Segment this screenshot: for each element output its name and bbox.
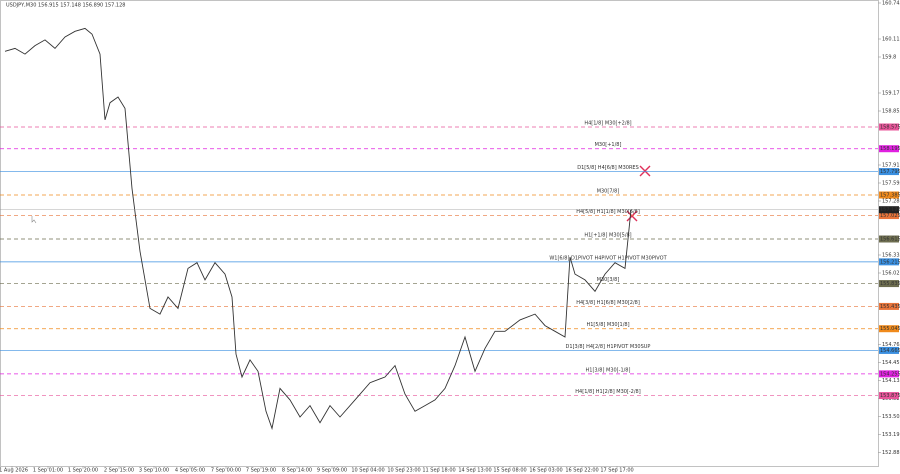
current-price-box (879, 206, 899, 214)
y-tick-label: 157.595 (882, 181, 900, 187)
price-box (879, 145, 899, 153)
plot-frame (0, 0, 879, 467)
price-box-label: 154.255 (880, 371, 900, 377)
chart-title: USDJPY,M30 156.915 157.148 156.890 157.1… (6, 3, 125, 9)
price-box (879, 191, 899, 199)
x-tick-label: 16 Sep 22:00 (565, 468, 598, 474)
level-label: H4[1/8] M30[+2/8] (584, 121, 631, 127)
x-tick-label: 8 Sep 14:00 (282, 468, 312, 474)
price-box (879, 168, 899, 176)
price-box-label: 157.025 (880, 213, 900, 219)
level-label: M30[3/8] (597, 277, 620, 283)
x-tick-label: 15 Sep 08:00 (493, 468, 526, 474)
x-tick-label: 1 Sep 20:00 (68, 468, 98, 474)
signal-markers (626, 165, 651, 222)
price-box (879, 280, 899, 288)
price-box-label: 158.575 (880, 125, 900, 131)
x-tick-label: 2 Sep 15:00 (104, 468, 134, 474)
price-box (879, 212, 899, 220)
price-box-label: 153.875 (880, 393, 900, 399)
y-tick-label: 154.45 (882, 360, 900, 366)
y-tick-label: 157.28 (882, 199, 900, 205)
level-label: H4[3/8] H1[6/8] M30[2/8] (576, 300, 640, 306)
level-label: D1[3/8] H4[2/8] H1PIVOT M30SUP (566, 344, 651, 350)
x-tick-label: 4 Sep 05:00 (175, 468, 205, 474)
y-tick-label: 154.765 (882, 342, 900, 348)
level-label: W1[6/8] D1PIVOT H4PIVOT H1PIVOT M30PIVOT (549, 255, 667, 261)
price-box (879, 123, 899, 131)
x-tick-label: 17 Sep 17:00 (600, 468, 633, 474)
price-box (879, 325, 899, 333)
x-tick-label: 10 Sep 04:00 (351, 468, 384, 474)
x-tick-label: 11 Sep 18:00 (422, 468, 455, 474)
price-box (879, 302, 899, 310)
y-tick-label: 158.855 (882, 109, 900, 115)
y-tick-label: 153.82 (882, 396, 900, 402)
level-label: H4[5/8] H1[1/8] M30[6/8] (576, 209, 640, 215)
x-tick-label: 16 Sep 03:00 (529, 468, 562, 474)
y-tick-label: 153.19 (882, 432, 900, 438)
price-box (879, 258, 899, 266)
price-box-label: 157.795 (880, 169, 900, 175)
price-box-label: 156.215 (880, 259, 900, 265)
x-tick-label: 1 Sep 01:00 (33, 468, 63, 474)
price-box (879, 346, 899, 354)
price-box (879, 392, 899, 400)
x-tick-label: 7 Sep 19:00 (246, 468, 276, 474)
level-label: H1[+1/8] M30[5/8] (584, 233, 631, 239)
y-tick-label: 160.745 (882, 1, 900, 7)
cursor-icon (31, 216, 37, 224)
x-tick-label: 14 Sep 13:00 (458, 468, 491, 474)
price-box-label: 156.615 (880, 237, 900, 243)
price-box-label: 155.045 (880, 326, 900, 332)
y-tick-label: 156.335 (882, 253, 900, 259)
price-box-label: 155.435 (880, 304, 900, 310)
y-tick-label: 159.8 (882, 55, 896, 61)
x-tick-label: 31 Aug 2026 (0, 468, 28, 474)
level-label: D1[5/8] H4[6/8] M30RES (577, 165, 639, 171)
level-label: H1[5/8] M30[1/8] (586, 322, 629, 328)
level-label: M30[+1/8] (595, 142, 622, 148)
y-tick-label: 153.505 (882, 414, 900, 420)
price-box-label: 154.665 (880, 348, 900, 354)
price-box-label: 155.835 (880, 281, 900, 287)
x-tick-label: 3 Sep 10:00 (139, 468, 169, 474)
y-tick-label: 160.115 (882, 37, 900, 43)
x-tick-label: 10 Sep 23:00 (387, 468, 420, 474)
y-tick-label: 154.135 (882, 378, 900, 384)
price-box-label: 157.385 (880, 193, 900, 199)
y-tick-label: 157.91 (882, 163, 900, 169)
price-box (879, 235, 899, 243)
price-box (879, 370, 899, 378)
x-tick-label: 7 Sep 00:00 (211, 468, 241, 474)
x-tick-label: 9 Sep 09:00 (317, 468, 347, 474)
level-label: H1[3/8] M30[-1/8] (586, 367, 631, 373)
level-label: H4[1/8] H1[2/8] M30[-2/8] (575, 389, 640, 395)
price-line (4, 27, 632, 431)
price-box-label: 158.195 (880, 146, 900, 152)
current-price-label: 157.128 (880, 207, 900, 213)
y-tick-label: 156.02 (882, 271, 900, 277)
level-label: M30[7/8] (597, 189, 620, 195)
y-tick-label: 159.17 (882, 91, 900, 97)
y-tick-label: 152.88 (882, 450, 900, 456)
